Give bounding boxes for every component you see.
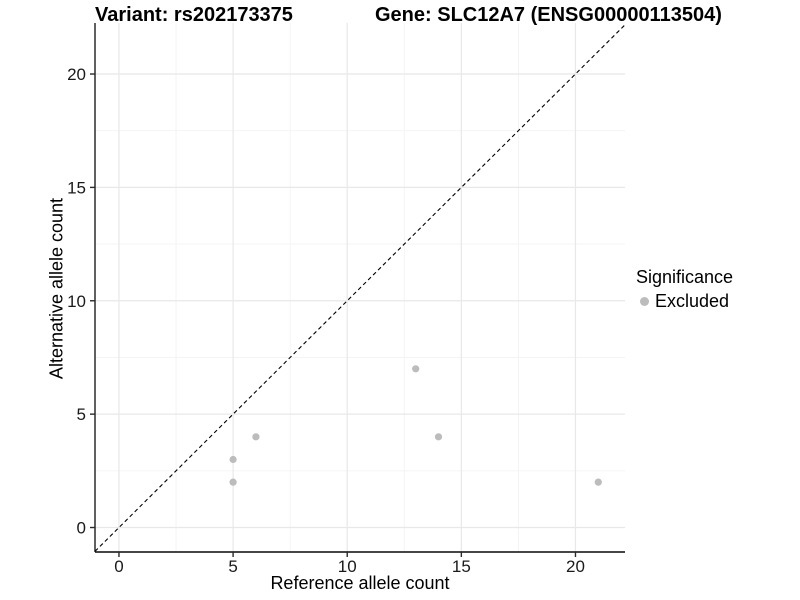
legend-point-icon (640, 297, 649, 306)
y-tick-label: 0 (77, 519, 86, 538)
legend: Significance Excluded (636, 267, 733, 312)
x-tick-label: 10 (338, 557, 357, 576)
y-tick-label: 5 (77, 405, 86, 424)
data-point (252, 433, 260, 441)
x-tick-label: 15 (452, 557, 471, 576)
legend-title: Significance (636, 267, 734, 287)
x-tick-label: 5 (228, 557, 237, 576)
x-tick-label: 0 (114, 557, 123, 576)
variant-title: Variant: rs202173375 (95, 4, 293, 26)
data-point (229, 455, 237, 464)
data-point (594, 478, 602, 486)
data-point (229, 478, 237, 486)
x-tick-label: 20 (566, 557, 585, 576)
y-axis-title: Alternative allele count (46, 197, 67, 380)
data-point (412, 365, 420, 373)
identity-line (94, 24, 626, 552)
legend-item-label: Excluded (655, 291, 730, 311)
y-tick-label: 15 (67, 178, 86, 197)
legend-item-excluded: Excluded (636, 291, 733, 312)
data-point (434, 433, 443, 441)
x-axis-title: Reference allele count (270, 573, 450, 593)
gene-title: Gene: SLC12A7 (ENSG00000113504) (375, 4, 722, 26)
y-tick-label: 10 (67, 292, 86, 311)
y-tick-label: 20 (67, 65, 86, 84)
